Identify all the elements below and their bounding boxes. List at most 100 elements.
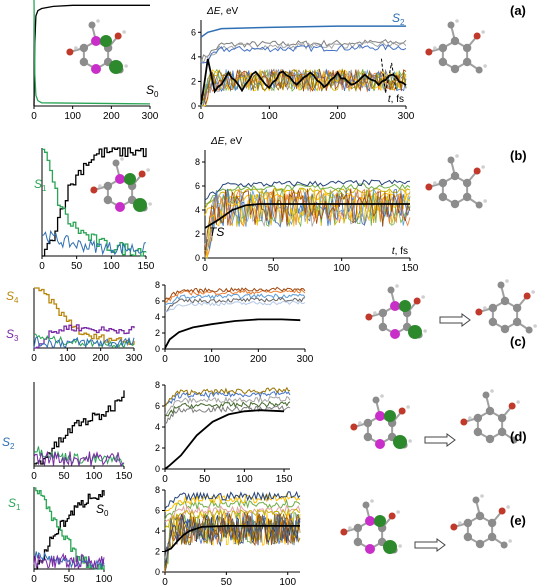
population-series-line (34, 324, 135, 349)
mol-start-4-hydrogen (406, 405, 410, 409)
mol-start-4-atom (398, 407, 406, 415)
energy-series-line (200, 25, 406, 38)
en-4-ytick-label: 2 (155, 443, 160, 453)
energy-trace-line (164, 288, 306, 303)
pop-1-xtick-label: 0 (31, 111, 37, 122)
energy-ylabel-1: ΔE, eV (206, 6, 239, 17)
panel-row-2: 0 50 100 150 S1 0 50 100 150 0 2 4 6 8 ΔE, eV t, fs TS (b… (34, 136, 527, 274)
mol-end-4-atom (485, 434, 495, 444)
mol-end-3-atom (475, 308, 483, 316)
mol-end-5-atom (472, 496, 480, 504)
mol-1-hydrogen (455, 19, 459, 23)
mol-end-4-atom (497, 427, 507, 437)
inset-a-hydrogen (74, 46, 78, 50)
mol-5-transform-arrow (414, 538, 446, 552)
en-3-ytick-label: 6 (155, 296, 160, 306)
pop-4-xtick-label: 100 (86, 471, 103, 482)
mol-end-5-atom (475, 539, 485, 549)
population-series-line (33, 450, 125, 467)
population-series-line (34, 490, 105, 570)
inset-a-atom (91, 64, 101, 74)
mol-start-3-hydrogen (421, 295, 425, 299)
mol-1-atom (425, 48, 433, 56)
mol-end-5-atom (487, 532, 497, 542)
en-4-ytick-label: 4 (155, 422, 160, 432)
energy-trace-line (164, 390, 291, 407)
mol-2-atom (462, 192, 472, 202)
energy-trace-line (201, 68, 407, 101)
mol-start-4-atom (350, 423, 358, 431)
en-3-xtick-label: 0 (162, 354, 168, 365)
population-series-line (34, 390, 125, 465)
en-1-xtick-label: 100 (261, 111, 278, 122)
mol-end-3-atom (512, 317, 522, 327)
mol-start-3-atom (413, 297, 421, 305)
mol-1-atom (450, 36, 460, 46)
energy-trace-line (164, 490, 301, 510)
mol-end-3-hydrogen (483, 306, 487, 310)
population-series-line (41, 229, 147, 256)
mol-end-5-atom (463, 518, 473, 528)
en-3-ytick-label: 4 (155, 312, 160, 322)
mol-start-5-atom (365, 516, 375, 526)
mol-end-5-atom (498, 507, 506, 515)
energy-trace-line (164, 395, 291, 416)
mol-end-4-atom (460, 418, 468, 426)
population-series-line (33, 552, 105, 570)
mol-start-5-atom (388, 512, 396, 520)
mol-end-4-hydrogen (468, 416, 472, 420)
mol-2-hydrogen (433, 181, 437, 185)
pop-1-xtick-label: 300 (142, 111, 159, 122)
mol-1-hydrogen (483, 64, 487, 68)
mol-start-5-atom (353, 523, 363, 533)
en-1-xtick-label: 0 (198, 111, 204, 122)
structure-group-2 (425, 154, 487, 209)
population-series-line (33, 333, 135, 349)
mol-end-5-atom (487, 518, 497, 528)
mol-1-atom (473, 32, 481, 40)
energy-trace-line (204, 188, 411, 259)
mol-end-3-hydrogen (531, 290, 535, 294)
population-panel-2: 0 50 100 150 S1 (34, 147, 155, 272)
population-panel-4: 0 50 100 150 S2 (2, 382, 133, 482)
en-5-ytick-label: 0 (155, 567, 160, 577)
pop-3-xtick-label: 0 (31, 353, 37, 364)
energy-panel-3: 0 100 200 300 0 2 4 6 8 (155, 280, 314, 365)
mol-4-transform-arrow (424, 433, 456, 447)
en-2-state-label: TS (209, 225, 224, 239)
structure-group-1 (425, 19, 487, 74)
mol-start-4-hydrogen (380, 394, 384, 398)
en-5-xtick-label: 50 (221, 577, 233, 587)
inset-a-hydrogen (96, 19, 100, 23)
en-4-xtick-label: 0 (162, 474, 168, 485)
en-2-ytick-label: 6 (195, 181, 200, 191)
population-series-line (33, 0, 151, 105)
energy-dashed-line (380, 58, 397, 94)
energy-trace-line (204, 179, 411, 201)
panel-row-1: 0 100 200 300 S0 0 100 200 300 0 2 4 6 ΔE, eV t, fs S2 (… (31, 0, 526, 122)
energy-trace-line (164, 507, 301, 529)
mol-end-3-atom (488, 303, 498, 313)
mol-2-atom (438, 192, 448, 202)
panel-label: (a) (510, 3, 526, 18)
inset-a-atom (79, 43, 89, 53)
energy-series-line (200, 58, 407, 105)
structure-group-3 (365, 279, 537, 339)
energy-trace-line (164, 405, 291, 424)
mol-end-4-atom (510, 436, 518, 444)
en-1-xtick-label: 300 (398, 111, 415, 122)
energy-trace-line (164, 400, 291, 417)
mol-2-hydrogen (483, 199, 487, 203)
panel-label: (e) (510, 513, 526, 528)
mol-1-atom (438, 43, 448, 53)
inset-a-hydrogen (122, 30, 126, 34)
energy-panel-2: 0 50 100 150 0 2 4 6 8 ΔE, eV t, fs TS (195, 136, 419, 274)
inset-a-hydrogen (124, 64, 128, 68)
mol-2-hydrogen (481, 165, 485, 169)
mol-2-atom (473, 167, 481, 175)
mol-1-atom (450, 64, 460, 74)
mol-start-5-hydrogen (348, 526, 352, 530)
panel-row-4: 0 50 100 150 S2 0 50 100 150 0 2 4 6 8 (d) (2, 380, 527, 485)
mol-end-5-hydrogen (508, 539, 512, 543)
mol-start-3-atom (365, 313, 373, 321)
